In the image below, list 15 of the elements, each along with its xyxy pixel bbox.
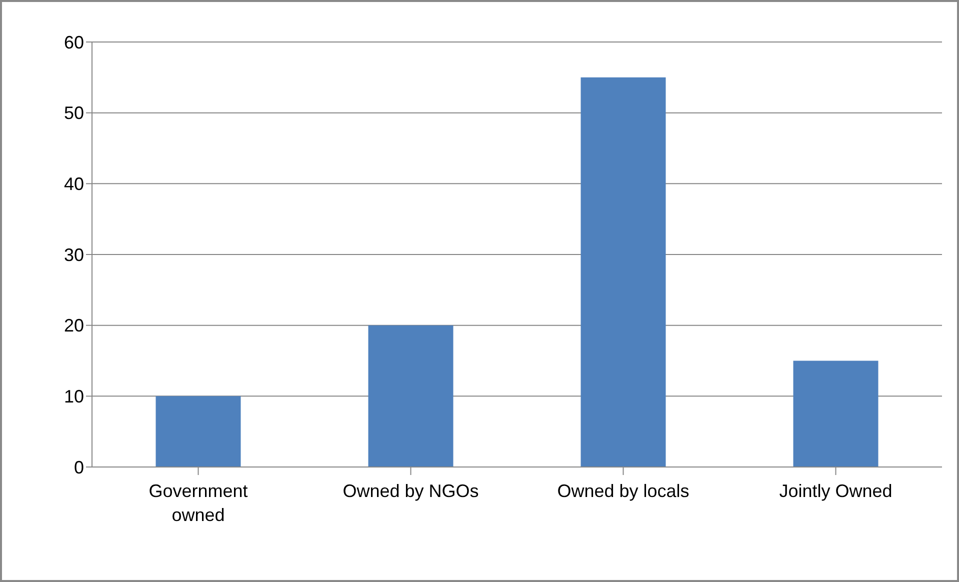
bar [580,77,666,467]
y-tick-label: 0 [74,457,84,478]
x-tick-label: Owned by NGOs [342,481,479,501]
bar [793,360,878,467]
x-tick-label: Jointly Owned [779,481,892,501]
y-tick-label: 30 [64,244,84,265]
bar [368,325,454,467]
x-tick-label: Government owned [148,481,248,525]
x-tick-label: Owned by locals [557,481,690,501]
y-tick-label: 60 [64,32,84,52]
y-tick-label: 20 [64,316,84,336]
y-tick-label: 40 [64,174,84,194]
y-tick-label: 10 [64,386,84,407]
bar [156,396,241,467]
y-tick-label: 50 [64,103,84,124]
